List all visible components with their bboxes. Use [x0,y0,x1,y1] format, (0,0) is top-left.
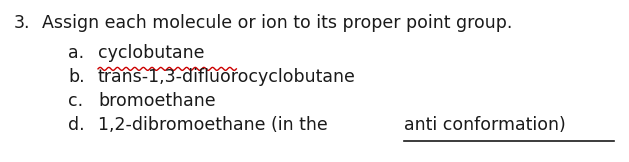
Text: b.: b. [68,68,85,86]
Text: trans-1,3-difluorocyclobutane: trans-1,3-difluorocyclobutane [98,68,356,86]
Text: 3.: 3. [14,14,30,32]
Text: c.: c. [68,92,83,110]
Text: Assign each molecule or ion to its proper point group.: Assign each molecule or ion to its prope… [42,14,513,32]
Text: 1,2-dibromoethane (in the: 1,2-dibromoethane (in the [98,116,333,134]
Text: anti conformation): anti conformation) [404,116,565,134]
Text: cyclobutane: cyclobutane [98,44,204,62]
Text: a.: a. [68,44,84,62]
Text: d.: d. [68,116,85,134]
Text: bromoethane: bromoethane [98,92,216,110]
